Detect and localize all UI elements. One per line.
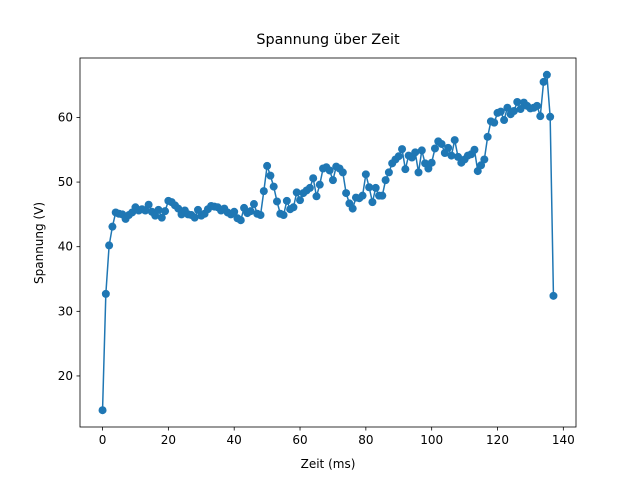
y-axis-label: Spannung (V) (32, 202, 46, 284)
x-axis-label: Zeit (ms) (301, 457, 356, 471)
data-point (144, 200, 153, 209)
data-point (447, 151, 456, 160)
data-point (151, 211, 160, 220)
data-point (279, 211, 288, 220)
data-point (546, 112, 555, 121)
data-point (542, 70, 551, 79)
data-point (325, 166, 334, 175)
data-point (361, 170, 370, 179)
data-point (490, 118, 499, 127)
data-point (513, 97, 522, 106)
data-point (269, 182, 278, 191)
data-point (259, 187, 268, 196)
data-point (414, 168, 423, 177)
data-point (309, 174, 318, 183)
data-point (509, 106, 518, 115)
data-point (141, 206, 150, 215)
x-tick-label: 80 (358, 433, 373, 447)
data-point (157, 213, 166, 222)
data-point (381, 176, 390, 185)
data-point (450, 136, 459, 145)
data-point (500, 116, 509, 125)
chart-title: Spannung über Zeit (256, 32, 400, 48)
data-point (401, 165, 410, 174)
x-tick-label: 100 (420, 433, 443, 447)
data-point (282, 196, 291, 205)
data-point (292, 188, 301, 197)
x-tick-label: 20 (161, 433, 176, 447)
data-point (532, 101, 541, 110)
data-point (328, 176, 337, 185)
data-point (296, 196, 305, 205)
data-point (371, 183, 380, 192)
x-tick-label: 60 (292, 433, 307, 447)
data-point (384, 168, 393, 177)
y-tick-label: 40 (58, 240, 73, 254)
data-point (348, 204, 357, 213)
data-point (338, 168, 347, 177)
data-point (437, 139, 446, 148)
data-point (312, 192, 321, 201)
data-point (483, 132, 492, 141)
data-point (246, 207, 255, 216)
data-point (496, 107, 505, 116)
data-point (480, 155, 489, 164)
data-point (394, 152, 403, 161)
data-point (536, 112, 545, 121)
data-point (539, 77, 548, 86)
x-tick-label: 40 (227, 433, 242, 447)
data-point (230, 207, 239, 216)
data-point (411, 148, 420, 157)
data-point (161, 207, 170, 216)
data-point (358, 191, 367, 200)
data-point (430, 144, 439, 153)
data-point (272, 197, 281, 206)
data-point (266, 171, 275, 180)
data-point (365, 183, 374, 192)
data-point (305, 183, 314, 192)
data-point (190, 213, 199, 222)
y-tick-label: 30 (58, 304, 73, 318)
x-tick-label: 120 (486, 433, 509, 447)
data-point (444, 143, 453, 152)
data-point (503, 103, 512, 112)
data-point (417, 146, 426, 155)
data-point (477, 161, 486, 170)
x-tick-label: 140 (552, 433, 575, 447)
data-point (154, 205, 163, 214)
data-point (263, 161, 272, 170)
data-point (236, 216, 245, 225)
data-point (454, 152, 463, 161)
data-point (315, 180, 324, 189)
data-point (193, 205, 202, 214)
data-point (108, 222, 117, 231)
data-point (256, 211, 265, 220)
data-point (516, 105, 525, 114)
data-point (105, 241, 114, 250)
data-point (470, 145, 479, 154)
data-point (101, 289, 110, 298)
data-point (378, 191, 387, 200)
y-tick-label: 60 (58, 110, 73, 124)
data-point (398, 145, 407, 154)
data-point (342, 189, 351, 198)
y-tick-label: 20 (58, 369, 73, 383)
data-point (427, 158, 436, 167)
data-point (549, 291, 558, 300)
data-point (368, 198, 377, 207)
data-point (98, 406, 107, 415)
data-point (424, 164, 433, 173)
data-point (473, 167, 482, 176)
data-point (174, 204, 183, 213)
y-tick-label: 50 (58, 175, 73, 189)
data-point (289, 203, 298, 212)
plot-frame (79, 57, 577, 428)
data-point (249, 200, 258, 209)
x-tick-label: 0 (99, 433, 107, 447)
